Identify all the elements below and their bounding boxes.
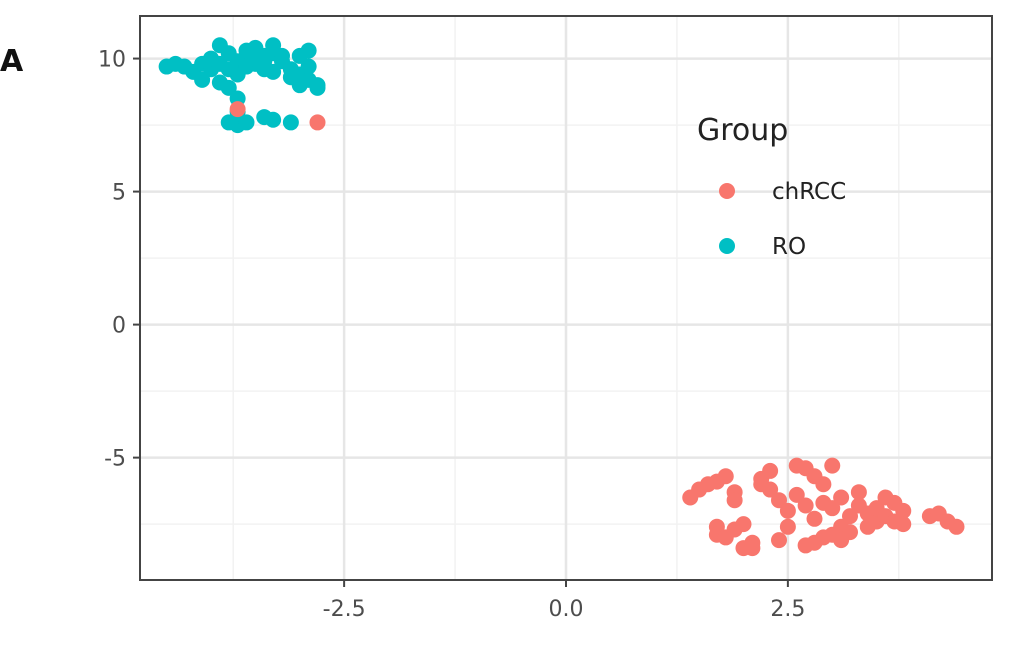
major-gridlines — [140, 16, 992, 580]
data-point-chrcc — [806, 510, 823, 527]
data-point-chrcc — [735, 516, 752, 533]
data-point-ro — [300, 42, 317, 59]
legend-label-ro: RO — [772, 234, 806, 260]
data-point-ro — [265, 63, 282, 80]
data-point-chrcc — [948, 518, 965, 535]
data-point-chrcc — [717, 468, 734, 485]
data-point-chrcc — [797, 537, 814, 554]
legend-label-chrcc: chRCC — [772, 179, 846, 205]
data-point-chrcc — [842, 508, 858, 525]
data-point-ro — [274, 47, 290, 64]
x-tick-label: -2.5 — [323, 597, 366, 622]
data-point-chrcc — [744, 540, 761, 557]
y-tick-label: 5 — [112, 181, 126, 206]
data-point-chrcc — [833, 532, 850, 549]
legend: Group chRCC RO — [697, 113, 846, 260]
data-point-ro — [238, 114, 255, 131]
data-point-chrcc — [779, 518, 796, 535]
legend-title: Group — [697, 113, 788, 148]
data-point-ro — [194, 71, 211, 88]
y-tick-label: 10 — [98, 48, 126, 73]
data-point-chrcc — [788, 486, 805, 503]
x-tick-label: 0.0 — [549, 597, 584, 622]
data-point-chrcc — [824, 500, 841, 517]
data-point-chrcc — [824, 457, 841, 474]
data-points — [158, 37, 965, 557]
data-point-chrcc — [895, 502, 912, 519]
data-point-chrcc — [762, 481, 779, 498]
data-point-chrcc — [833, 489, 850, 506]
data-point-chrcc — [815, 529, 832, 546]
data-point-chrcc — [850, 484, 867, 501]
data-point-ro — [220, 79, 237, 96]
x-tick-label: 2.5 — [770, 597, 805, 622]
data-point-chrcc — [771, 492, 787, 509]
data-point-chrcc — [726, 492, 743, 509]
data-point-chrcc — [815, 476, 832, 493]
data-point-chrcc — [797, 497, 814, 514]
y-tick-label: 0 — [112, 314, 126, 339]
legend-key-chrcc — [719, 183, 735, 199]
panel-label: A — [0, 44, 24, 79]
data-point-chrcc — [762, 462, 779, 479]
data-point-chrcc — [309, 114, 326, 131]
data-point-chrcc — [895, 516, 912, 533]
y-tick-label: -5 — [104, 447, 126, 472]
data-point-ro — [300, 58, 317, 75]
data-point-chrcc — [779, 502, 796, 519]
y-axis: -5 0 5 10 — [98, 48, 140, 472]
x-axis: -2.5 0.0 2.5 — [323, 580, 805, 622]
data-point-chrcc — [229, 101, 246, 118]
data-point-ro — [282, 114, 299, 131]
data-point-ro — [309, 79, 326, 96]
data-point-chrcc — [682, 489, 699, 506]
data-point-ro — [265, 111, 282, 128]
legend-key-ro — [719, 238, 735, 254]
data-point-chrcc — [771, 532, 787, 549]
